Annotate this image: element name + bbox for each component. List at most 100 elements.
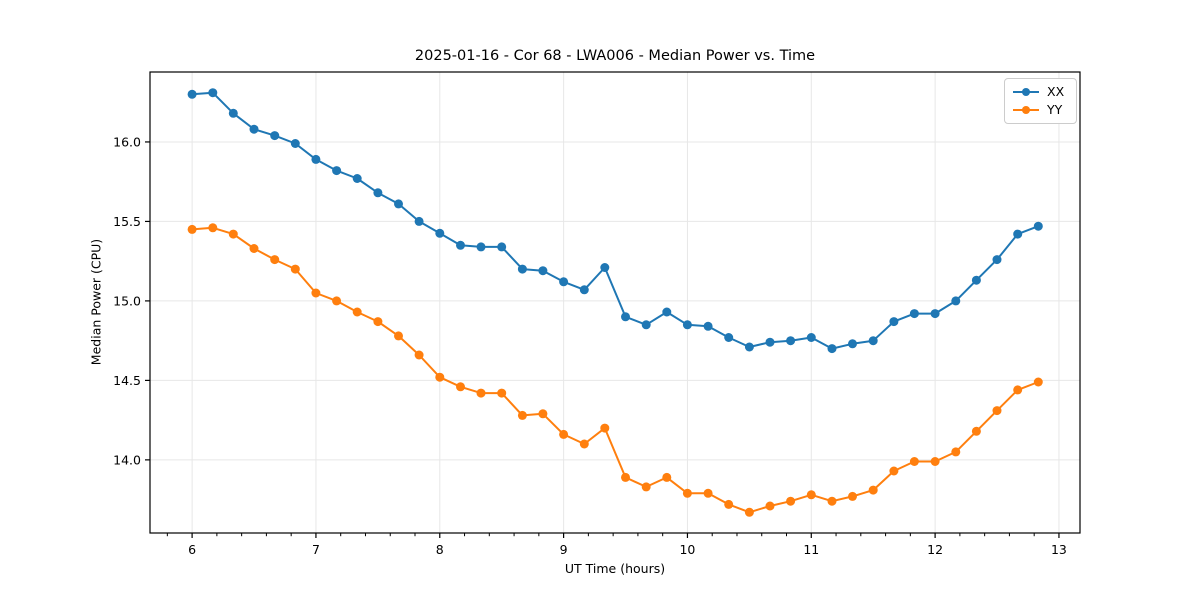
data-point-yy (600, 423, 610, 433)
x-tick-label: 8 (436, 542, 444, 557)
data-point-yy (414, 350, 424, 360)
legend: XX YY (1004, 78, 1077, 124)
legend-entry-xx: XX (1012, 84, 1069, 99)
data-point-yy (951, 447, 961, 457)
data-point-xx (414, 216, 424, 226)
data-point-yy (641, 482, 651, 492)
data-point-xx (456, 240, 465, 250)
data-point-yy (249, 244, 259, 253)
data-point-xx (744, 342, 754, 352)
legend-label: YY (1047, 101, 1063, 117)
data-point-yy (517, 410, 527, 420)
data-point-xx (600, 263, 610, 272)
data-point-yy (971, 426, 981, 436)
data-point-xx (538, 266, 548, 276)
data-point-xx (971, 275, 981, 285)
data-point-yy (1013, 385, 1023, 395)
data-point-xx (1033, 221, 1043, 231)
data-point-xx (662, 307, 672, 317)
data-point-yy (559, 429, 569, 439)
data-point-yy (724, 499, 734, 509)
data-point-yy (909, 457, 919, 466)
y-tick-label: 14.0 (113, 452, 141, 467)
data-point-xx (497, 242, 507, 252)
x-tick-label: 10 (679, 542, 695, 557)
data-point-yy (228, 229, 238, 239)
data-point-xx (848, 339, 857, 349)
data-point-xx (290, 139, 300, 148)
chart-title: 2025-01-16 - Cor 68 - LWA006 - Median Po… (414, 48, 816, 64)
data-point-yy (208, 223, 218, 233)
data-point-yy (538, 409, 548, 419)
data-point-xx (951, 296, 961, 306)
x-tick-label: 13 (1051, 542, 1067, 557)
x-axis-label: UT Time (hours) (564, 561, 666, 576)
series-line-yy (191, 226, 1040, 514)
data-point-xx (517, 264, 527, 274)
data-point-yy (992, 406, 1002, 416)
data-point-xx (765, 337, 775, 347)
data-point-yy (848, 491, 857, 501)
data-point-xx (703, 321, 713, 331)
data-point-xx (352, 174, 362, 183)
data-point-xx (786, 336, 796, 346)
data-point-yy (1033, 377, 1043, 387)
data-point-yy (187, 224, 197, 234)
data-point-yy (394, 331, 403, 341)
data-point-xx (868, 336, 878, 346)
y-tick-label: 15.5 (113, 214, 141, 229)
data-point-yy (930, 457, 940, 466)
data-point-xx (1013, 229, 1023, 239)
data-point-yy (373, 317, 383, 327)
data-point-xx (724, 333, 734, 342)
data-point-xx (228, 108, 238, 118)
legend-entry-yy: YY (1012, 101, 1069, 117)
y-axis-label: Median Power (CPU) (88, 238, 104, 366)
data-point-xx (435, 228, 445, 238)
x-tick-label: 6 (188, 542, 196, 557)
x-tick-label: 7 (312, 542, 320, 557)
data-point-yy (786, 496, 796, 506)
data-point-xx (311, 154, 321, 164)
data-point-yy (703, 488, 713, 498)
plot-border (149, 71, 1081, 534)
data-point-xx (559, 277, 569, 287)
legend-line-marker-icon (1013, 88, 1039, 97)
data-point-xx (806, 333, 816, 342)
data-point-xx (827, 344, 837, 354)
x-tick-label: 11 (803, 542, 819, 557)
data-point-yy (621, 472, 630, 482)
series-line-xx (191, 91, 1040, 350)
data-point-xx (249, 124, 259, 134)
data-point-xx (579, 285, 589, 295)
data-point-yy (497, 388, 507, 398)
x-tick-label: 9 (560, 542, 568, 557)
data-point-yy (889, 466, 899, 476)
data-point-yy (290, 264, 300, 274)
data-point-xx (270, 131, 280, 141)
data-point-yy (579, 439, 589, 449)
data-point-yy (352, 307, 362, 317)
legend-line-marker-icon (1013, 105, 1039, 114)
data-point-yy (744, 507, 754, 517)
data-point-xx (621, 312, 630, 322)
data-point-xx (992, 255, 1002, 265)
legend-label: XX (1047, 84, 1065, 99)
y-tick-label: 14.5 (113, 373, 141, 388)
data-point-yy (827, 496, 837, 506)
data-point-xx (208, 88, 218, 98)
data-point-xx (476, 242, 486, 252)
data-point-yy (332, 296, 342, 306)
data-point-yy (682, 488, 692, 498)
data-point-yy (311, 288, 321, 298)
data-point-yy (270, 255, 280, 265)
data-point-xx (373, 188, 383, 198)
x-tick-label: 12 (927, 542, 943, 557)
y-tick-label: 16.0 (113, 134, 141, 149)
data-point-yy (806, 490, 816, 500)
y-tick-label: 15.0 (113, 293, 141, 308)
data-point-xx (930, 309, 940, 319)
data-point-xx (641, 320, 651, 330)
